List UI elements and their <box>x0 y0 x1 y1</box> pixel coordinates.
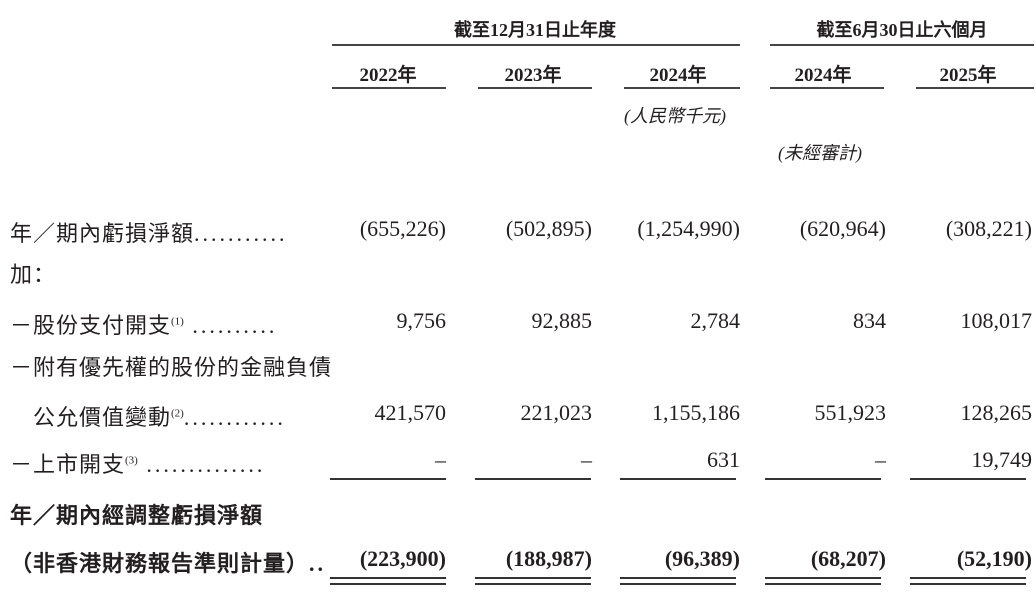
value-cell: 1,155,186 <box>652 400 740 425</box>
year-header: 2025年 <box>939 65 997 86</box>
value-cell: (655,226) <box>359 216 446 241</box>
row-label: －股份支付開支(1) .......... <box>10 308 277 340</box>
value-cell: – <box>875 447 886 472</box>
value-cell: 9,756 <box>396 308 447 333</box>
label-text: －附有優先權的股份的金融負債 <box>10 355 333 380</box>
value-cell: 631 <box>707 447 740 472</box>
total-double-rule <box>475 577 591 579</box>
group-half-rule <box>770 44 1034 46</box>
total-double-rule <box>330 577 446 579</box>
value-cell: 2,784 <box>690 308 741 333</box>
value-cell: – <box>435 447 446 472</box>
label-text: 公允價值變動 <box>10 405 172 430</box>
group-year-rule <box>332 44 740 46</box>
total-double-rule <box>765 577 881 579</box>
value-cell: 421,570 <box>374 400 447 425</box>
total-double-rule <box>620 577 736 579</box>
label-text: 年／期內虧損淨額 <box>10 221 195 246</box>
column-group-half: 截至6月30日止六個月 <box>816 20 988 40</box>
column-group-year: 截至12月31日止年度 <box>454 20 616 40</box>
row-label: －上市開支(3) .............. <box>10 447 265 479</box>
dot-leader: ........... <box>194 221 288 246</box>
subtotal-rule <box>475 478 591 480</box>
value-cell: – <box>581 447 592 472</box>
row-label: 年／期內經調整虧損淨額 <box>10 498 263 530</box>
footnote-ref: (1) <box>171 315 184 328</box>
value-cell: (68,207) <box>810 546 886 571</box>
value-cell: (502,895) <box>505 216 592 241</box>
year-rule <box>916 87 1034 89</box>
row-label: －附有優先權的股份的金融負債 <box>10 350 332 382</box>
value-cell: 19,749 <box>971 447 1033 472</box>
year-rule <box>478 87 592 89</box>
label-text: －股份支付開支 <box>10 313 172 338</box>
year-header: 2024年 <box>649 65 707 86</box>
label-text: 加： <box>10 262 57 287</box>
year-rule <box>332 87 446 89</box>
dot-leader: .............. <box>137 452 266 477</box>
value-cell: (96,389) <box>664 546 740 571</box>
footnote-ref: (3) <box>125 454 138 467</box>
row-label: 公允價值變動(2)............ <box>10 400 286 432</box>
label-text: －上市開支 <box>10 452 126 477</box>
unit-note: (人民幣千元) <box>624 106 726 126</box>
value-cell: 551,923 <box>814 400 887 425</box>
dot-leader: .......... <box>183 313 278 338</box>
dot-leader: .. <box>309 551 327 576</box>
year-rule <box>770 87 884 89</box>
row-label: （非香港財務報告準則計量）.. <box>10 546 326 578</box>
year-header: 2024年 <box>794 65 852 86</box>
total-double-rule <box>330 583 446 585</box>
value-cell: 92,885 <box>531 308 593 333</box>
year-header: 2023年 <box>504 65 562 86</box>
subtotal-rule <box>330 478 446 480</box>
value-cell: (223,900) <box>359 546 446 571</box>
total-double-rule <box>910 583 1026 585</box>
total-double-rule <box>910 577 1026 579</box>
label-text: （非香港財務報告準則計量） <box>10 551 310 576</box>
row-label: 年／期內虧損淨額........... <box>10 216 288 248</box>
value-cell: (620,964) <box>799 216 886 241</box>
subtotal-rule <box>620 478 736 480</box>
total-double-rule <box>765 583 881 585</box>
label-text: 年／期內經調整虧損淨額 <box>10 503 264 528</box>
value-cell: 834 <box>853 308 886 333</box>
year-header: 2022年 <box>359 65 417 86</box>
subtotal-rule <box>765 478 881 480</box>
year-rule <box>624 87 740 89</box>
value-cell: (1,254,990) <box>637 216 740 241</box>
value-cell: (188,987) <box>505 546 592 571</box>
value-cell: (52,190) <box>956 546 1032 571</box>
row-label: 加： <box>10 257 56 289</box>
value-cell: (308,221) <box>945 216 1032 241</box>
total-double-rule <box>475 583 591 585</box>
total-double-rule <box>620 583 736 585</box>
subtotal-rule <box>910 478 1026 480</box>
value-cell: 221,023 <box>520 400 593 425</box>
footnote-ref: (2) <box>171 407 184 420</box>
unaudited-note: (未經審計) <box>778 143 862 163</box>
dot-leader: ............ <box>183 405 286 430</box>
value-cell: 108,017 <box>960 308 1033 333</box>
value-cell: 128,265 <box>960 400 1033 425</box>
